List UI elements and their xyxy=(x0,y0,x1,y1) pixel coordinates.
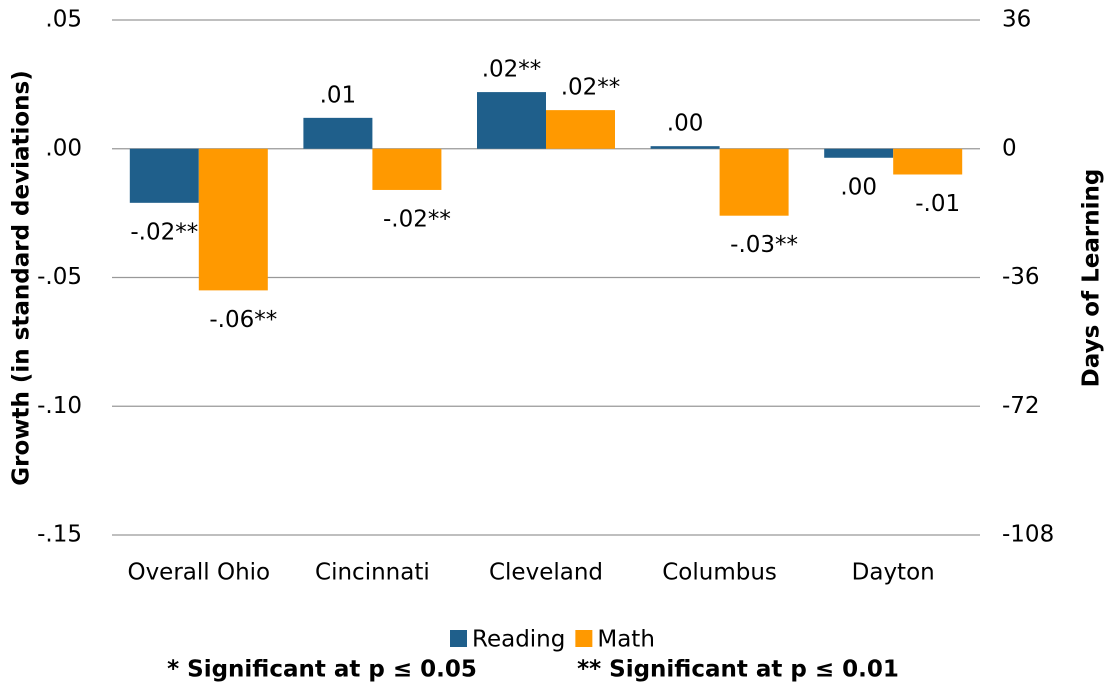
y-tick-label: .05 xyxy=(45,7,82,33)
y2-tick-label: 36 xyxy=(1002,7,1031,33)
bar xyxy=(893,148,963,175)
x-tick-label: Cincinnati xyxy=(315,560,430,586)
footnote: * Significant at p ≤ 0.05 xyxy=(167,657,477,683)
y-tick-label: -.10 xyxy=(37,393,82,419)
y-tick-label: -.05 xyxy=(37,264,82,290)
value-label: -.03** xyxy=(730,232,798,258)
x-tick-label: Columbus xyxy=(662,560,777,586)
y2-tick-label: -36 xyxy=(1002,264,1040,290)
value-label: .02** xyxy=(561,75,621,101)
y2-tick-label: 0 xyxy=(1002,135,1017,161)
value-label: -.02** xyxy=(130,219,198,245)
legend-label: Reading xyxy=(472,627,565,653)
y-axis-label: Growth (in standard deviations) xyxy=(9,70,35,486)
x-tick-label: Dayton xyxy=(852,560,935,586)
y2-axis-label: Days of Learning xyxy=(1079,169,1105,388)
value-label: -.02** xyxy=(383,206,451,232)
legend-swatch xyxy=(575,630,593,647)
bar xyxy=(372,148,442,190)
value-label: .02** xyxy=(482,57,542,83)
y2-tick-label: -108 xyxy=(1002,522,1054,548)
y-tick-label: -.15 xyxy=(37,522,82,548)
footnote: ** Significant at p ≤ 0.01 xyxy=(577,657,899,683)
value-label: .00 xyxy=(667,111,704,137)
value-label: .00 xyxy=(840,174,877,200)
bar xyxy=(477,92,546,149)
bar xyxy=(824,148,894,158)
bar xyxy=(129,148,199,203)
bar xyxy=(719,148,789,216)
x-tick-label: Cleveland xyxy=(489,560,603,586)
y2-tick-label: -72 xyxy=(1002,393,1040,419)
legend-swatch xyxy=(450,630,467,647)
legend-label: Math xyxy=(597,627,655,653)
x-tick-label: Overall Ohio xyxy=(127,560,270,586)
bar xyxy=(198,148,268,291)
value-label: .01 xyxy=(320,82,357,108)
bar xyxy=(650,146,720,149)
bar xyxy=(546,110,615,149)
y-tick-label: .00 xyxy=(45,135,82,161)
bar xyxy=(303,117,373,149)
value-label: -.06** xyxy=(209,307,277,333)
value-label: -.01 xyxy=(915,191,960,217)
